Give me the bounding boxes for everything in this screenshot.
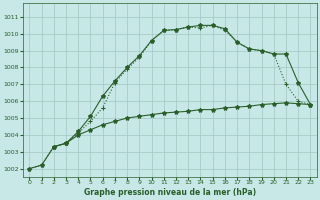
X-axis label: Graphe pression niveau de la mer (hPa): Graphe pression niveau de la mer (hPa) — [84, 188, 256, 197]
